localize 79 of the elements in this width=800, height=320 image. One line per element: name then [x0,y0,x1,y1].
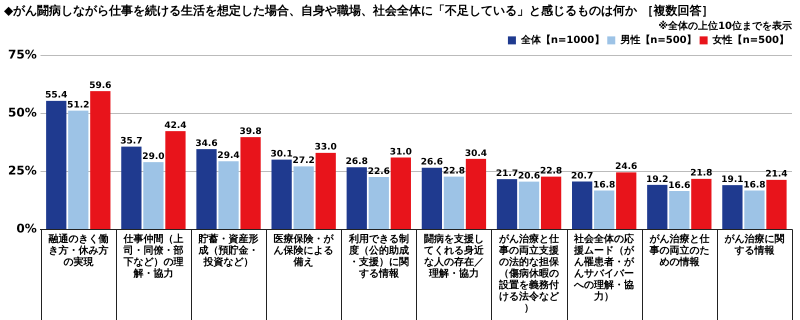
bar [766,180,787,229]
bar [594,190,614,229]
bar [368,177,389,229]
bar [121,146,142,229]
bar [496,179,518,229]
data-label: 29.0 [142,152,165,162]
y-tick-label: 75% [8,48,37,62]
x-tick-label: 仕事仲間（上司・同僚・部下など）の理解・協力 [122,232,184,280]
data-label: 30.4 [464,148,488,159]
data-label: 22.6 [368,166,390,177]
data-label: 31.0 [390,147,412,158]
bar [669,190,690,229]
x-tick-label: 利用できる制度（公的助成・支援）に関する情報 [348,232,409,280]
data-label: 26.6 [420,158,443,168]
bar [46,100,66,229]
data-label: 16.6 [668,180,690,191]
data-label: 39.8 [239,126,262,137]
bar [616,172,636,229]
data-label: 27.2 [292,156,315,166]
data-label: 24.6 [615,162,638,172]
bar [422,168,442,229]
data-label: 20.7 [571,171,594,182]
data-label: 34.6 [195,139,218,150]
x-tick-label: 医療保険・がん保険による備え [274,232,335,268]
y-tick-label: 25% [8,164,37,178]
chart-title: ◆がん闘病しながら仕事を続ける生活を想定した場合、自身や職場、社会全体に「不足している」と感じるものは何か ［複数回答］ [4,3,714,18]
data-label: 16.8 [743,180,766,190]
bar [572,181,592,229]
x-tick-label: 貯蓄・資産形成（預貯金・投資など） [198,232,259,268]
data-label: 20.6 [518,172,540,182]
y-tick-label: 50% [8,106,37,120]
data-label: 21.7 [496,168,518,179]
data-label: 30.1 [270,149,293,160]
bar [444,176,464,229]
data-label: 35.7 [120,136,142,146]
bar [466,158,486,229]
data-label: 55.4 [45,90,68,101]
bar [744,190,765,229]
bar [294,166,314,229]
data-label: 42.4 [164,120,187,131]
data-label: 22.8 [442,166,466,176]
bar [722,185,743,229]
x-tick-label: 融通のきく働き方・休み方の実現 [48,232,108,268]
bar [271,160,292,229]
x-tick-label: 闘病を支援してくれる身近な人の存在／理解・協力 [424,232,485,280]
legend-label: 女性【n=500】 [712,34,790,46]
data-label: 19.2 [646,174,668,185]
x-tick-label: がん治療と仕事の両立のための情報 [648,232,710,268]
bar [68,110,88,229]
data-label: 59.6 [89,80,112,91]
bar [691,178,712,229]
x-tick-label: がん治療に関する情報 [723,232,784,256]
y-tick-label: 0% [16,222,37,236]
data-label: 22.8 [540,166,562,176]
x-tick-label: がん治療と仕事の両立支援の法的な担保（傷病休暇の設置を義務付ける法令など） [498,232,560,314]
data-label: 19.1 [721,175,744,186]
bar [316,152,336,229]
data-label: 16.8 [593,180,616,190]
bar [240,137,261,229]
data-label: 33.0 [314,142,337,153]
x-tick-label: 社会全体の応援ムード（がん罹患者・がんサバイバーへの理解・協力） [573,232,636,302]
data-label: 51.2 [67,100,90,110]
bar [647,184,668,229]
bar [90,91,110,229]
data-label: 21.8 [690,168,712,179]
data-label: 29.4 [217,151,240,162]
bar [540,176,562,229]
bar [518,182,540,229]
data-label: 26.8 [346,157,368,168]
bar [143,162,164,229]
bar [390,158,411,229]
legend-label: 男性【n=500】 [619,34,697,46]
bar [165,131,186,229]
bar [196,149,217,229]
text: ※全体の上位10位までを表示 [658,20,792,32]
data-label: 21.4 [765,170,788,180]
legend-label: 全体【n=1000】 [520,34,604,46]
bar [218,161,239,229]
bar [346,167,367,229]
